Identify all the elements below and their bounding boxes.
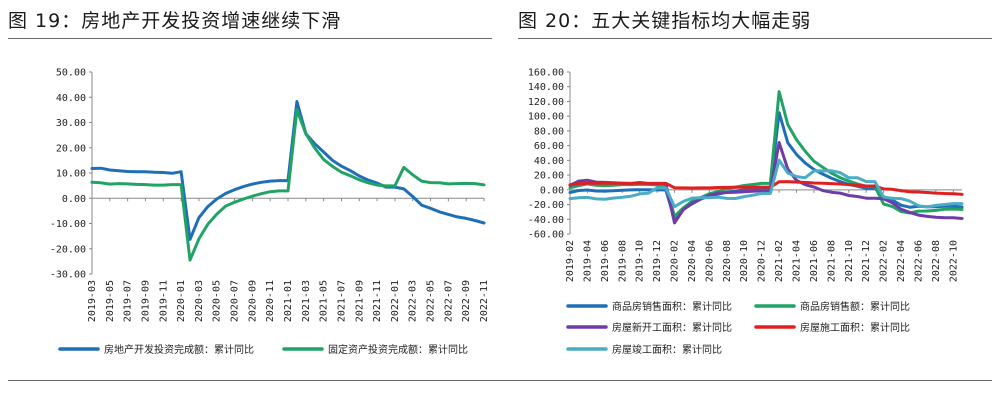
fig19-x-tick-label: 2020-11 [265, 280, 276, 322]
figure-20-title: 图 20：五大关键指标均大幅走弱 [518, 10, 812, 32]
fig20-x-tick-label: 2022-10 [948, 240, 959, 282]
fig20-x-tick-label: 2020-10 [739, 240, 750, 282]
fig19-y-tick-label: 50.00 [56, 68, 86, 79]
fig20-x-tick-label: 2022-02 [879, 240, 890, 282]
fig19-x-tick-label: 2022-09 [461, 280, 472, 322]
fig19-series-line-1 [90, 108, 486, 262]
fig20-legend-label-4: 房屋竣工面积：累计同比 [612, 343, 722, 356]
fig20-series-line-3 [568, 180, 964, 196]
fig20-x-tick-label: 2021-08 [826, 240, 837, 282]
fig20-x-tick-label: 2019-04 [582, 240, 593, 282]
fig19-y-tick-label: 0.00 [62, 194, 86, 205]
fig20-series-line-4 [568, 158, 964, 209]
fig20-x-tick-label: 2019-12 [652, 240, 663, 282]
fig19-x-tick-label: 2020-03 [194, 280, 205, 322]
fig19-x-tick-label: 2020-07 [230, 280, 241, 322]
fig20-y-tick-label: 80.00 [534, 126, 564, 137]
fig20-x-tick-label: 2022-08 [931, 240, 942, 282]
fig20-x-tick-label: 2021-12 [861, 240, 872, 282]
fig19-x-tick-label: 2022-07 [443, 280, 454, 322]
fig19-x-tick-label: 2022-03 [408, 280, 419, 322]
fig19-y-tick-label: 20.00 [56, 143, 86, 154]
fig20-legend-label-2: 房屋新开工面积：累计同比 [612, 321, 732, 334]
fig20-x-tick-label: 2021-06 [809, 240, 820, 282]
fig20-x-tick-label: 2021-04 [791, 240, 802, 282]
fig19-x-tick-label: 2021-03 [301, 280, 312, 322]
fig19-x-tick-label: 2020-01 [176, 280, 187, 322]
fig20-x-tick-label: 2020-08 [722, 240, 733, 282]
fig20-y-tick-label: -20.00 [528, 200, 564, 211]
fig19-x-tick-label: 2020-05 [212, 280, 223, 322]
fig19-y-tick-label: 10.00 [56, 169, 86, 180]
bottom-divider [8, 380, 992, 381]
fig19-y-tick-label: -30.00 [50, 270, 86, 281]
fig19-y-tick-label: 30.00 [56, 118, 86, 129]
fig20-x-tick-label: 2019-06 [600, 240, 611, 282]
fig20-x-tick-label: 2019-02 [565, 240, 576, 282]
title-divider-left [8, 38, 492, 39]
fig20-x-tick-label: 2022-06 [913, 240, 924, 282]
fig19-x-tick-label: 2020-09 [247, 280, 258, 322]
fig20-x-tick-label: 2020-02 [670, 240, 681, 282]
figure-19-title: 图 19：房地产开发投资增速继续下滑 [8, 10, 342, 32]
fig20-legend-label-1: 商品房销售额：累计同比 [800, 300, 910, 313]
fig19-x-tick-label: 2021-07 [336, 280, 347, 322]
fig20-x-tick-label: 2021-10 [844, 240, 855, 282]
fig20-y-tick-label: 40.00 [534, 156, 564, 167]
fig20-legend-label-0: 商品房销售面积：累计同比 [612, 300, 732, 313]
fig20-x-tick-label: 2019-10 [635, 240, 646, 282]
fig19-x-tick-label: 2021-01 [283, 280, 294, 322]
fig19-y-tick-label: -10.00 [50, 219, 86, 230]
title-divider-right [518, 38, 992, 39]
fig19-x-tick-label: 2019-07 [123, 280, 134, 322]
fig20-x-tick-label: 2020-06 [704, 240, 715, 282]
fig20-y-tick-label: 20.00 [534, 171, 564, 182]
fig20-x-tick-label: 2022-04 [896, 240, 907, 282]
fig20-x-tick-label: 2020-04 [687, 240, 698, 282]
fig19-x-tick-label: 2022-11 [479, 280, 490, 322]
fig20-y-tick-label: -40.00 [528, 215, 564, 226]
fig19-x-tick-label: 2022-01 [390, 280, 401, 322]
fig19-legend-label-1: 固定资产投资完成额：累计同比 [328, 343, 468, 356]
fig20-x-tick-label: 2020-12 [757, 240, 768, 282]
fig20-y-tick-label: 120.00 [528, 97, 564, 108]
fig19-x-tick-label: 2019-03 [87, 280, 98, 322]
fig19-y-tick-label: 40.00 [56, 93, 86, 104]
fig19-x-tick-label: 2021-05 [319, 280, 330, 322]
fig19-series-line-0 [90, 100, 486, 241]
fig20-y-tick-label: 160.00 [528, 68, 564, 79]
fig19-x-tick-label: 2022-05 [426, 280, 437, 322]
fig19-x-tick-label: 2021-09 [354, 280, 365, 322]
fig20-x-tick-label: 2021-02 [774, 240, 785, 282]
fig20-x-tick-label: 2019-08 [617, 240, 628, 282]
fig20-y-tick-label: 60.00 [534, 141, 564, 152]
fig19-x-tick-label: 2021-11 [372, 280, 383, 322]
fig19-x-tick-label: 2019-09 [140, 280, 151, 322]
fig20-y-tick-label: 100.00 [528, 112, 564, 123]
fig19-y-tick-label: -20.00 [50, 244, 86, 255]
fig19-x-tick-label: 2019-11 [158, 280, 169, 322]
fig20-legend-label-3: 房屋施工面积：累计同比 [800, 321, 910, 334]
fig20-y-tick-label: -60.00 [528, 230, 564, 241]
fig20-y-tick-label: 0.00 [540, 185, 564, 196]
fig20-y-tick-label: 140.00 [528, 82, 564, 93]
fig20-series-line-0 [568, 111, 964, 221]
fig19-x-tick-label: 2019-05 [105, 280, 116, 322]
fig19-legend-label-0: 房地产开发投资完成额：累计同比 [104, 343, 254, 356]
